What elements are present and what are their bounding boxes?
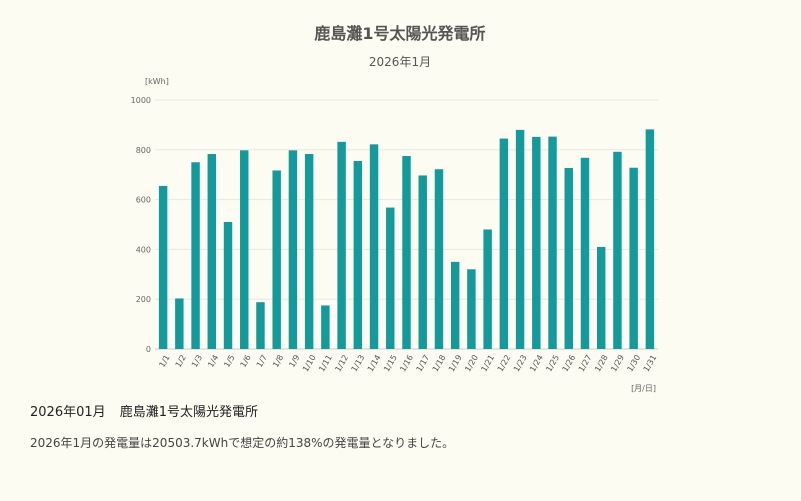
summary-month: 2026年01月 [30, 405, 106, 420]
x-tick-label: 1/13 [350, 353, 367, 373]
bar-1-5[interactable] [223, 222, 233, 349]
bar-1-30[interactable] [629, 167, 638, 349]
chart-title: 鹿島灘1号太陽光発電所 [314, 24, 485, 43]
x-tick-label: 1/23 [512, 353, 529, 373]
bar-1-23[interactable] [515, 129, 525, 349]
x-tick-label: 1/14 [366, 353, 383, 373]
y-tick-label: 0 [146, 345, 151, 354]
y-tick-label: 600 [136, 196, 151, 205]
bar-1-11[interactable] [321, 305, 330, 349]
x-tick-label: 1/22 [496, 353, 513, 373]
x-tick-label: 1/30 [625, 353, 642, 373]
summary-plant-name: 鹿島灘1号太陽光発電所 [119, 405, 259, 420]
bar-1-17[interactable] [418, 175, 427, 349]
x-tick-label: 1/31 [642, 353, 659, 373]
x-tick-label: 1/6 [239, 353, 253, 369]
bar-1-15[interactable] [386, 207, 395, 349]
bar-1-3[interactable] [191, 162, 200, 349]
x-axis-ticks: 1/1 1/2 1/3 1/4 1/5 1/6 1/7 1/8 1/9 1/10 1/11 1/12 1… [157, 353, 658, 373]
x-tick-label: 1/27 [577, 353, 594, 373]
bar-1-18[interactable] [434, 169, 444, 349]
y-axis-ticks: 0 200 400 600 800 1000 [131, 96, 151, 354]
x-tick-label: 1/11 [317, 353, 334, 373]
bar-1-9[interactable] [288, 150, 298, 349]
x-tick-label: 1/8 [271, 353, 285, 369]
y-tick-label: 800 [136, 146, 151, 155]
bar-1-24[interactable] [532, 136, 541, 349]
bar-1-21[interactable] [483, 229, 492, 349]
bar-1-20[interactable] [467, 269, 476, 349]
bar-1-12[interactable] [337, 141, 346, 349]
bar-1-10[interactable] [304, 154, 314, 349]
bar-1-4[interactable] [207, 154, 217, 349]
x-tick-label: 1/25 [544, 353, 561, 373]
x-tick-label: 1/2 [174, 353, 188, 369]
bar-1-1[interactable] [158, 185, 168, 349]
x-tick-label: 1/19 [447, 353, 464, 373]
bar-1-6[interactable] [240, 150, 249, 349]
x-tick-label: 1/20 [463, 353, 480, 373]
bar-1-31[interactable] [645, 129, 655, 349]
bar-1-2[interactable] [175, 298, 184, 349]
bar-1-13[interactable] [353, 161, 363, 349]
bar-1-26[interactable] [564, 167, 573, 349]
bar-1-29[interactable] [613, 151, 622, 349]
bar-1-7[interactable] [256, 302, 265, 349]
x-tick-label: 1/1 [157, 353, 171, 369]
x-tick-label: 1/17 [415, 353, 432, 373]
x-tick-label: 1/4 [206, 353, 220, 369]
x-tick-label: 1/29 [609, 353, 626, 373]
bar-1-14[interactable] [369, 144, 379, 349]
x-tick-label: 1/9 [287, 353, 301, 369]
bar-1-27[interactable] [580, 157, 590, 349]
x-tick-label: 1/26 [561, 353, 578, 373]
bar-1-25[interactable] [548, 136, 557, 349]
x-tick-label: 1/28 [593, 353, 610, 373]
x-tick-label: 1/15 [382, 353, 399, 373]
bar-1-16[interactable] [402, 156, 411, 349]
summary-text: 2026年1月の発電量は20503.7kWhで想定の約138%の発電量となりまし… [30, 436, 455, 450]
x-axis-unit: [月/日] [631, 384, 656, 393]
chart-subtitle: 2026年1月 [369, 55, 431, 69]
bar-1-8[interactable] [272, 170, 281, 349]
y-axis-unit: [kWh] [145, 77, 169, 86]
x-tick-label: 1/3 [190, 353, 204, 369]
summary-heading: 2026年01月 鹿島灘1号太陽光発電所 [30, 401, 258, 420]
y-tick-label: 1000 [131, 96, 151, 105]
x-tick-label: 1/21 [479, 353, 496, 373]
x-tick-label: 1/16 [398, 353, 415, 373]
bar-1-28[interactable] [596, 246, 606, 349]
y-tick-label: 400 [136, 245, 151, 254]
x-tick-label: 1/12 [333, 353, 350, 373]
x-tick-label: 1/10 [301, 353, 318, 373]
y-tick-label: 200 [136, 295, 151, 304]
bar-1-22[interactable] [499, 138, 509, 349]
bar-1-19[interactable] [450, 261, 460, 349]
x-tick-label: 1/5 [222, 353, 236, 369]
bar-chart: 鹿島灘1号太陽光発電所 2026年1月 [kWh] [月/日] 0 200 400 6… [131, 24, 659, 393]
x-tick-label: 1/7 [255, 353, 269, 369]
bars [158, 129, 655, 349]
x-tick-label: 1/24 [528, 353, 545, 373]
x-tick-label: 1/18 [431, 353, 448, 373]
